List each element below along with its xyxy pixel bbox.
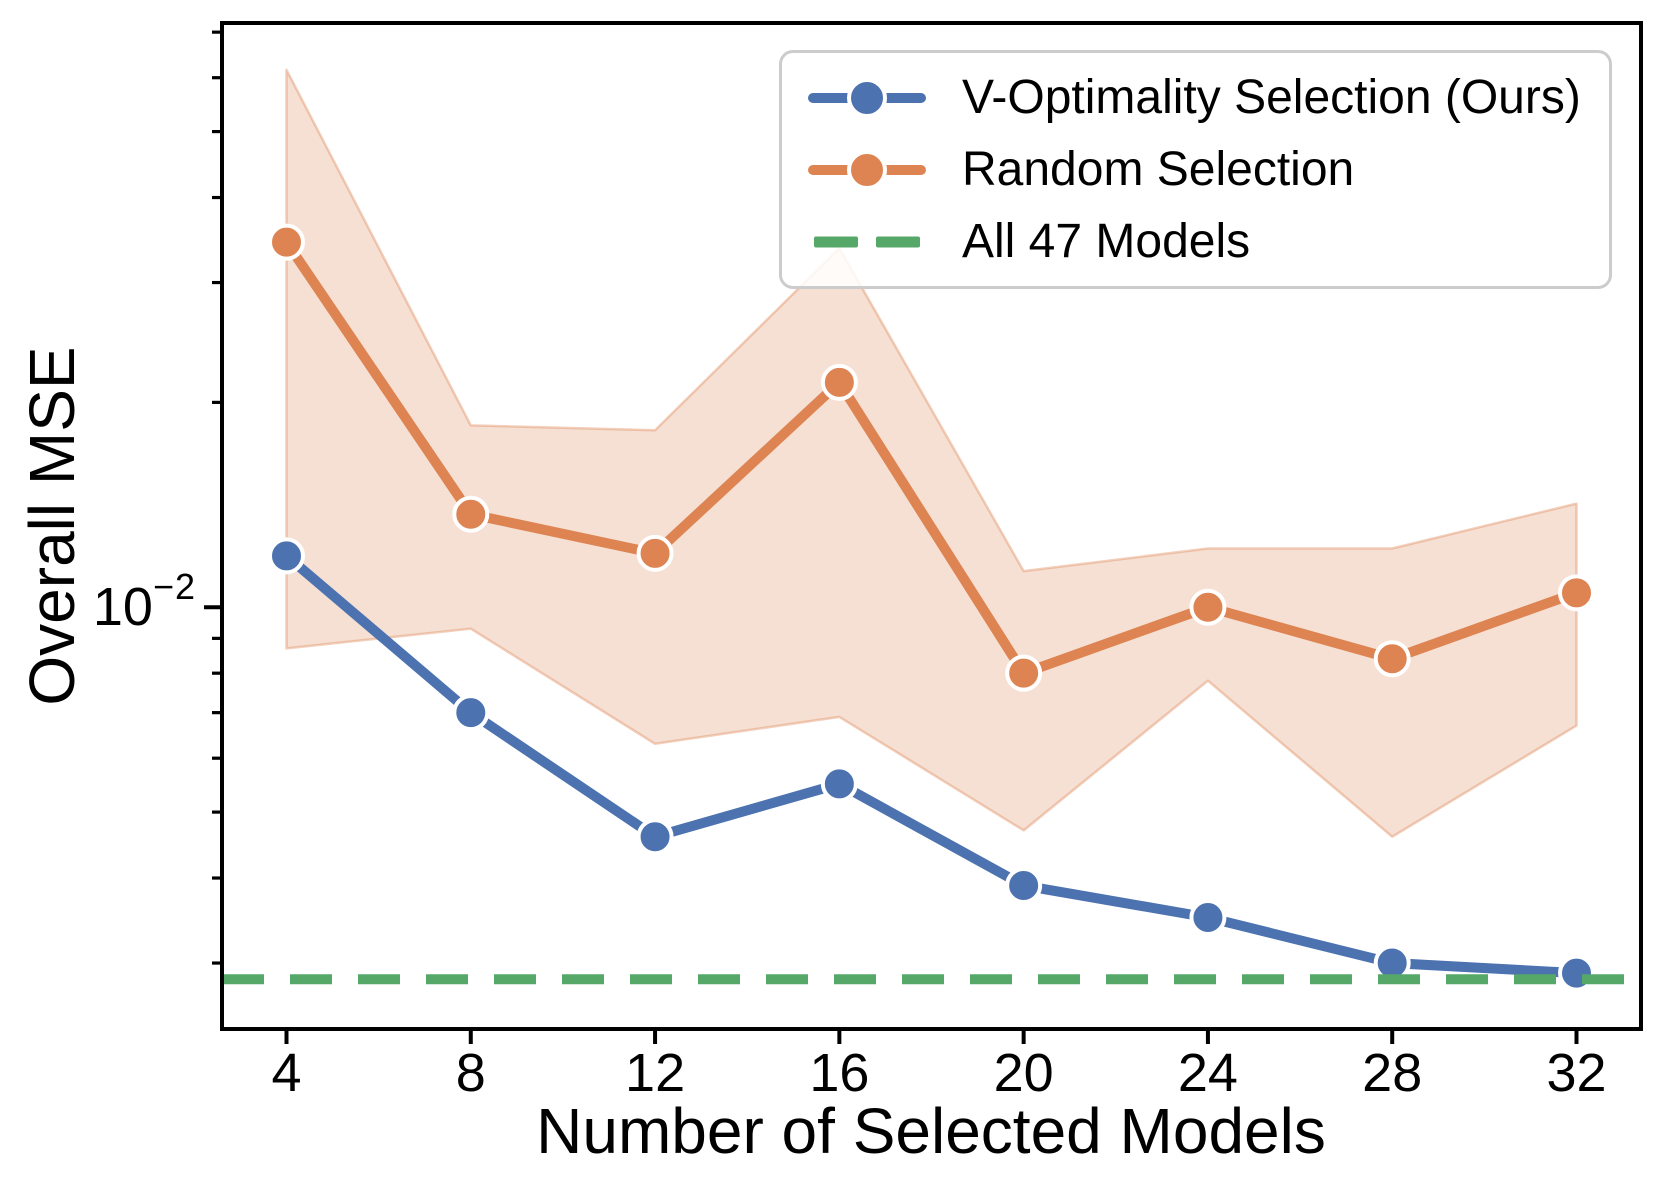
- series-random-selection-marker-x4: [268, 223, 305, 261]
- series-random-selection-marker-x20: [1005, 654, 1043, 692]
- series-random-selection-marker-x28: [1373, 640, 1411, 678]
- plot-border: [220, 21, 1643, 1031]
- series-v-optimality-marker-x32: [1558, 954, 1595, 992]
- line-marker-icon: [808, 148, 926, 192]
- y-tick-label-1e-2: 10−2: [93, 566, 196, 638]
- y-axis-label: Overall MSE: [16, 346, 88, 706]
- series-random-selection-marker-x16: [820, 363, 858, 401]
- legend-label: All 47 Models: [962, 215, 1251, 268]
- dash-segment: [876, 236, 920, 247]
- series-random-selection-line: [282, 239, 1579, 679]
- x-tick-label-8: 8: [456, 1043, 486, 1103]
- line-marker-icon: [808, 76, 926, 120]
- legend-label: V-Optimality Selection (Ours): [962, 71, 1581, 124]
- series-v-optimality-marker-x8: [452, 694, 490, 732]
- series-random-selection-marker-x32: [1558, 574, 1595, 612]
- legend-entry-2: All 47 Models: [808, 206, 1589, 278]
- x-tick-label-16: 16: [809, 1043, 869, 1103]
- series-random-selection-marker-x12: [636, 534, 674, 572]
- legend-entry-0: V-Optimality Selection (Ours): [808, 62, 1589, 134]
- circle-marker-icon: [847, 77, 887, 118]
- x-tick-label-28: 28: [1362, 1043, 1422, 1103]
- series-v-optimality-marker-x12: [636, 818, 674, 856]
- series-v-optimality-marker-x20: [1005, 867, 1043, 905]
- series-v-optimality-marker-x4: [268, 537, 305, 575]
- x-axis-label: Number of Selected Models: [536, 1095, 1326, 1167]
- series-random-selection-marker-x24: [1189, 588, 1227, 626]
- series-v-optimality-marker-x24: [1189, 898, 1227, 936]
- x-tick-label-20: 20: [994, 1043, 1054, 1103]
- dashed-line-icon: [808, 220, 926, 264]
- y-tick-base: 10: [92, 577, 153, 638]
- y-tick-exponent: −2: [152, 566, 196, 608]
- series-random-selection-marker-x8: [452, 495, 490, 533]
- series-v-optimality-line: [283, 552, 1577, 979]
- legend: V-Optimality Selection (Ours) Random Sele…: [779, 50, 1612, 289]
- series-v-optimality-marker-x16: [820, 765, 858, 803]
- confidence-band: [285, 68, 1578, 838]
- legend-label: Random Selection: [962, 143, 1355, 196]
- circle-marker-icon: [847, 149, 887, 190]
- dash-segment: [814, 236, 858, 247]
- x-tick-label-12: 12: [625, 1043, 685, 1103]
- x-tick-label-24: 24: [1178, 1043, 1238, 1103]
- x-tick-label-32: 32: [1546, 1043, 1606, 1103]
- legend-entry-1: Random Selection: [808, 134, 1589, 206]
- x-tick-label-4: 4: [271, 1043, 301, 1103]
